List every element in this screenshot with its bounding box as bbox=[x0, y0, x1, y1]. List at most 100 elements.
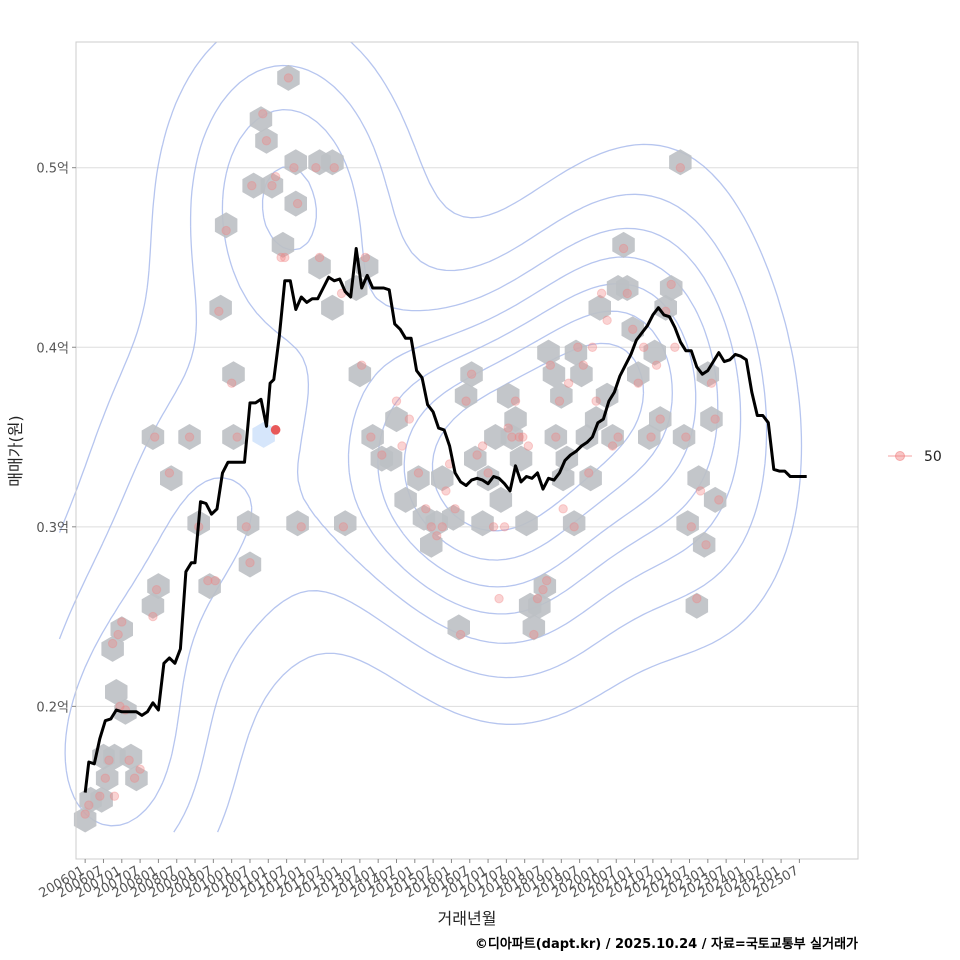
hexbin-cell bbox=[692, 531, 716, 558]
hexbin-cell bbox=[385, 406, 408, 433]
hexbin-cell bbox=[125, 765, 148, 792]
hexbin-cell bbox=[703, 486, 727, 513]
hexbin-cell bbox=[612, 231, 635, 258]
scatter-point bbox=[311, 162, 321, 173]
hexbin-cell bbox=[141, 424, 165, 450]
hexbin-cell bbox=[249, 106, 273, 133]
scatter-point bbox=[494, 593, 504, 604]
scatter-point bbox=[507, 432, 517, 442]
hexbin-cell bbox=[654, 294, 677, 321]
legend-label: 50 bbox=[924, 449, 942, 465]
hexbin-cell bbox=[564, 339, 588, 366]
hexbin-cell bbox=[562, 510, 586, 537]
x-axis: 2006012006072007012007072008012008072009… bbox=[37, 859, 801, 901]
scatter-point bbox=[450, 504, 460, 514]
hexbin-cell bbox=[222, 361, 245, 388]
scatter-point bbox=[377, 450, 387, 460]
hexbin-cell bbox=[321, 294, 344, 321]
scatter-point bbox=[633, 378, 643, 388]
scatter-point-highlight bbox=[270, 425, 281, 435]
scatter-point bbox=[461, 396, 471, 406]
hexbin-cell bbox=[101, 635, 124, 662]
scatter-point bbox=[483, 468, 493, 478]
scatter-point bbox=[646, 432, 656, 442]
scatter-point bbox=[404, 414, 415, 424]
hexbin-cell bbox=[271, 231, 295, 258]
hexbin-cell bbox=[489, 486, 513, 513]
hexbin-cell bbox=[627, 361, 650, 388]
scatter-point bbox=[366, 432, 376, 442]
hexbin-cell bbox=[528, 592, 551, 619]
scatter-point bbox=[455, 629, 466, 640]
hexbin-cell bbox=[579, 465, 602, 492]
scatter-point bbox=[466, 369, 477, 379]
hexbin-cell bbox=[110, 616, 133, 643]
hexbin-cell bbox=[687, 465, 710, 492]
hexbin-cell bbox=[286, 510, 309, 537]
scatter-point bbox=[563, 378, 574, 388]
scatter-point bbox=[129, 773, 140, 783]
scatter-point bbox=[258, 109, 268, 119]
hexbin-cell bbox=[361, 424, 384, 450]
scatter-point bbox=[681, 432, 691, 442]
scatter-point bbox=[622, 288, 632, 299]
hexbin-cell bbox=[542, 361, 566, 388]
scatter-point bbox=[338, 522, 349, 532]
scatter-point bbox=[247, 180, 257, 191]
hexbin-cell bbox=[669, 149, 692, 176]
scatter-point bbox=[104, 755, 114, 765]
scatter-point bbox=[545, 360, 556, 370]
scatter-point bbox=[532, 593, 543, 604]
scatter-point bbox=[639, 342, 649, 352]
scatter-point bbox=[651, 360, 662, 370]
hexbin-cell bbox=[105, 679, 128, 705]
scatter-point bbox=[573, 342, 583, 352]
hexbin-cell bbox=[407, 465, 430, 492]
scatter-point bbox=[710, 414, 720, 424]
hexbin-cell bbox=[431, 465, 454, 492]
scatter-point bbox=[397, 441, 407, 451]
hexbin-cell bbox=[95, 765, 119, 792]
scatter-point bbox=[360, 252, 371, 263]
hexbin-cell bbox=[321, 149, 344, 176]
scatter-point bbox=[499, 522, 510, 532]
hexbin-cell bbox=[308, 253, 331, 280]
y-tick-label: 0.4억 bbox=[36, 341, 69, 356]
scatter-point bbox=[569, 522, 579, 532]
scatter-point bbox=[241, 522, 252, 532]
scatter-point bbox=[151, 584, 162, 595]
legend-marker bbox=[895, 451, 905, 461]
hexbin-cell bbox=[277, 64, 300, 91]
scatter-point bbox=[602, 315, 612, 326]
hexbin-cell bbox=[334, 510, 357, 537]
scatter-point bbox=[518, 432, 528, 442]
hexbin-cell bbox=[447, 614, 470, 641]
scatter-point bbox=[523, 441, 534, 451]
hexbin-cell bbox=[533, 573, 557, 600]
scatter-point bbox=[666, 279, 676, 290]
hexbin-cell bbox=[242, 172, 265, 199]
hexbin-cell bbox=[588, 294, 611, 321]
panel-border bbox=[75, 41, 859, 860]
hexbin-cell bbox=[601, 424, 624, 450]
hexbin-cell bbox=[209, 294, 232, 321]
hexbin-cell bbox=[584, 406, 608, 433]
scatter-point bbox=[686, 522, 697, 532]
hexbin-cell bbox=[595, 382, 619, 409]
scatter-point bbox=[203, 575, 213, 586]
scatter-point bbox=[296, 522, 306, 532]
hexbin-cell bbox=[464, 445, 487, 472]
scatter-point bbox=[107, 638, 118, 649]
hexbin-cell bbox=[460, 361, 483, 388]
hexbin-cell bbox=[198, 573, 221, 600]
hexbin-cell bbox=[442, 504, 465, 531]
scatter-point bbox=[584, 468, 594, 478]
scatter-point bbox=[529, 629, 539, 640]
scatter-point bbox=[578, 360, 588, 370]
scatter-point bbox=[124, 755, 134, 765]
scatter-point bbox=[109, 791, 120, 801]
scatter-point bbox=[232, 432, 242, 442]
scatter-point bbox=[437, 522, 447, 532]
scatter-point bbox=[714, 495, 724, 505]
hexbin-cell bbox=[496, 382, 520, 409]
